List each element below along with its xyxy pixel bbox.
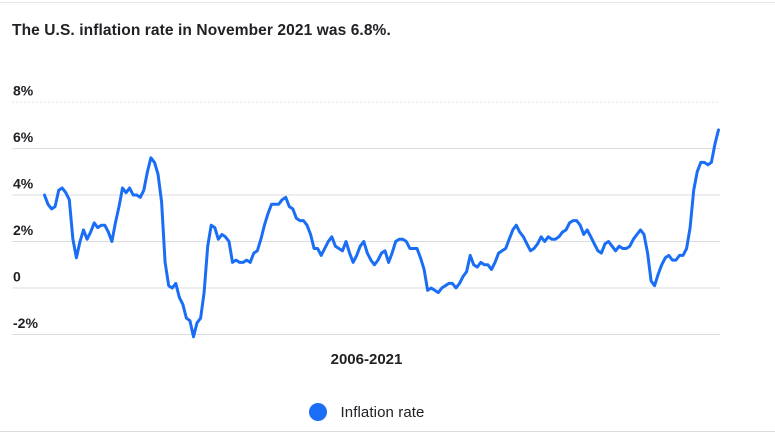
legend-label: Inflation rate (340, 403, 425, 421)
card-title: The U.S. inflation rate in November 2021… (12, 22, 391, 39)
card-top-border (0, 2, 775, 3)
y-tick-label: -2% (13, 315, 38, 331)
legend: Inflation rate (13, 403, 720, 421)
y-tick-label: 4% (13, 176, 34, 192)
y-tick-label: 6% (13, 129, 34, 145)
y-tick-label: 2% (13, 222, 34, 238)
card-bottom-border (0, 431, 775, 432)
x-axis-label: 2006-2021 (330, 351, 403, 368)
inflation-line[interactable] (43, 128, 720, 339)
legend-dot-icon (308, 403, 327, 421)
y-tick-label: 8% (13, 83, 34, 99)
y-tick-label: 0 (13, 269, 21, 285)
